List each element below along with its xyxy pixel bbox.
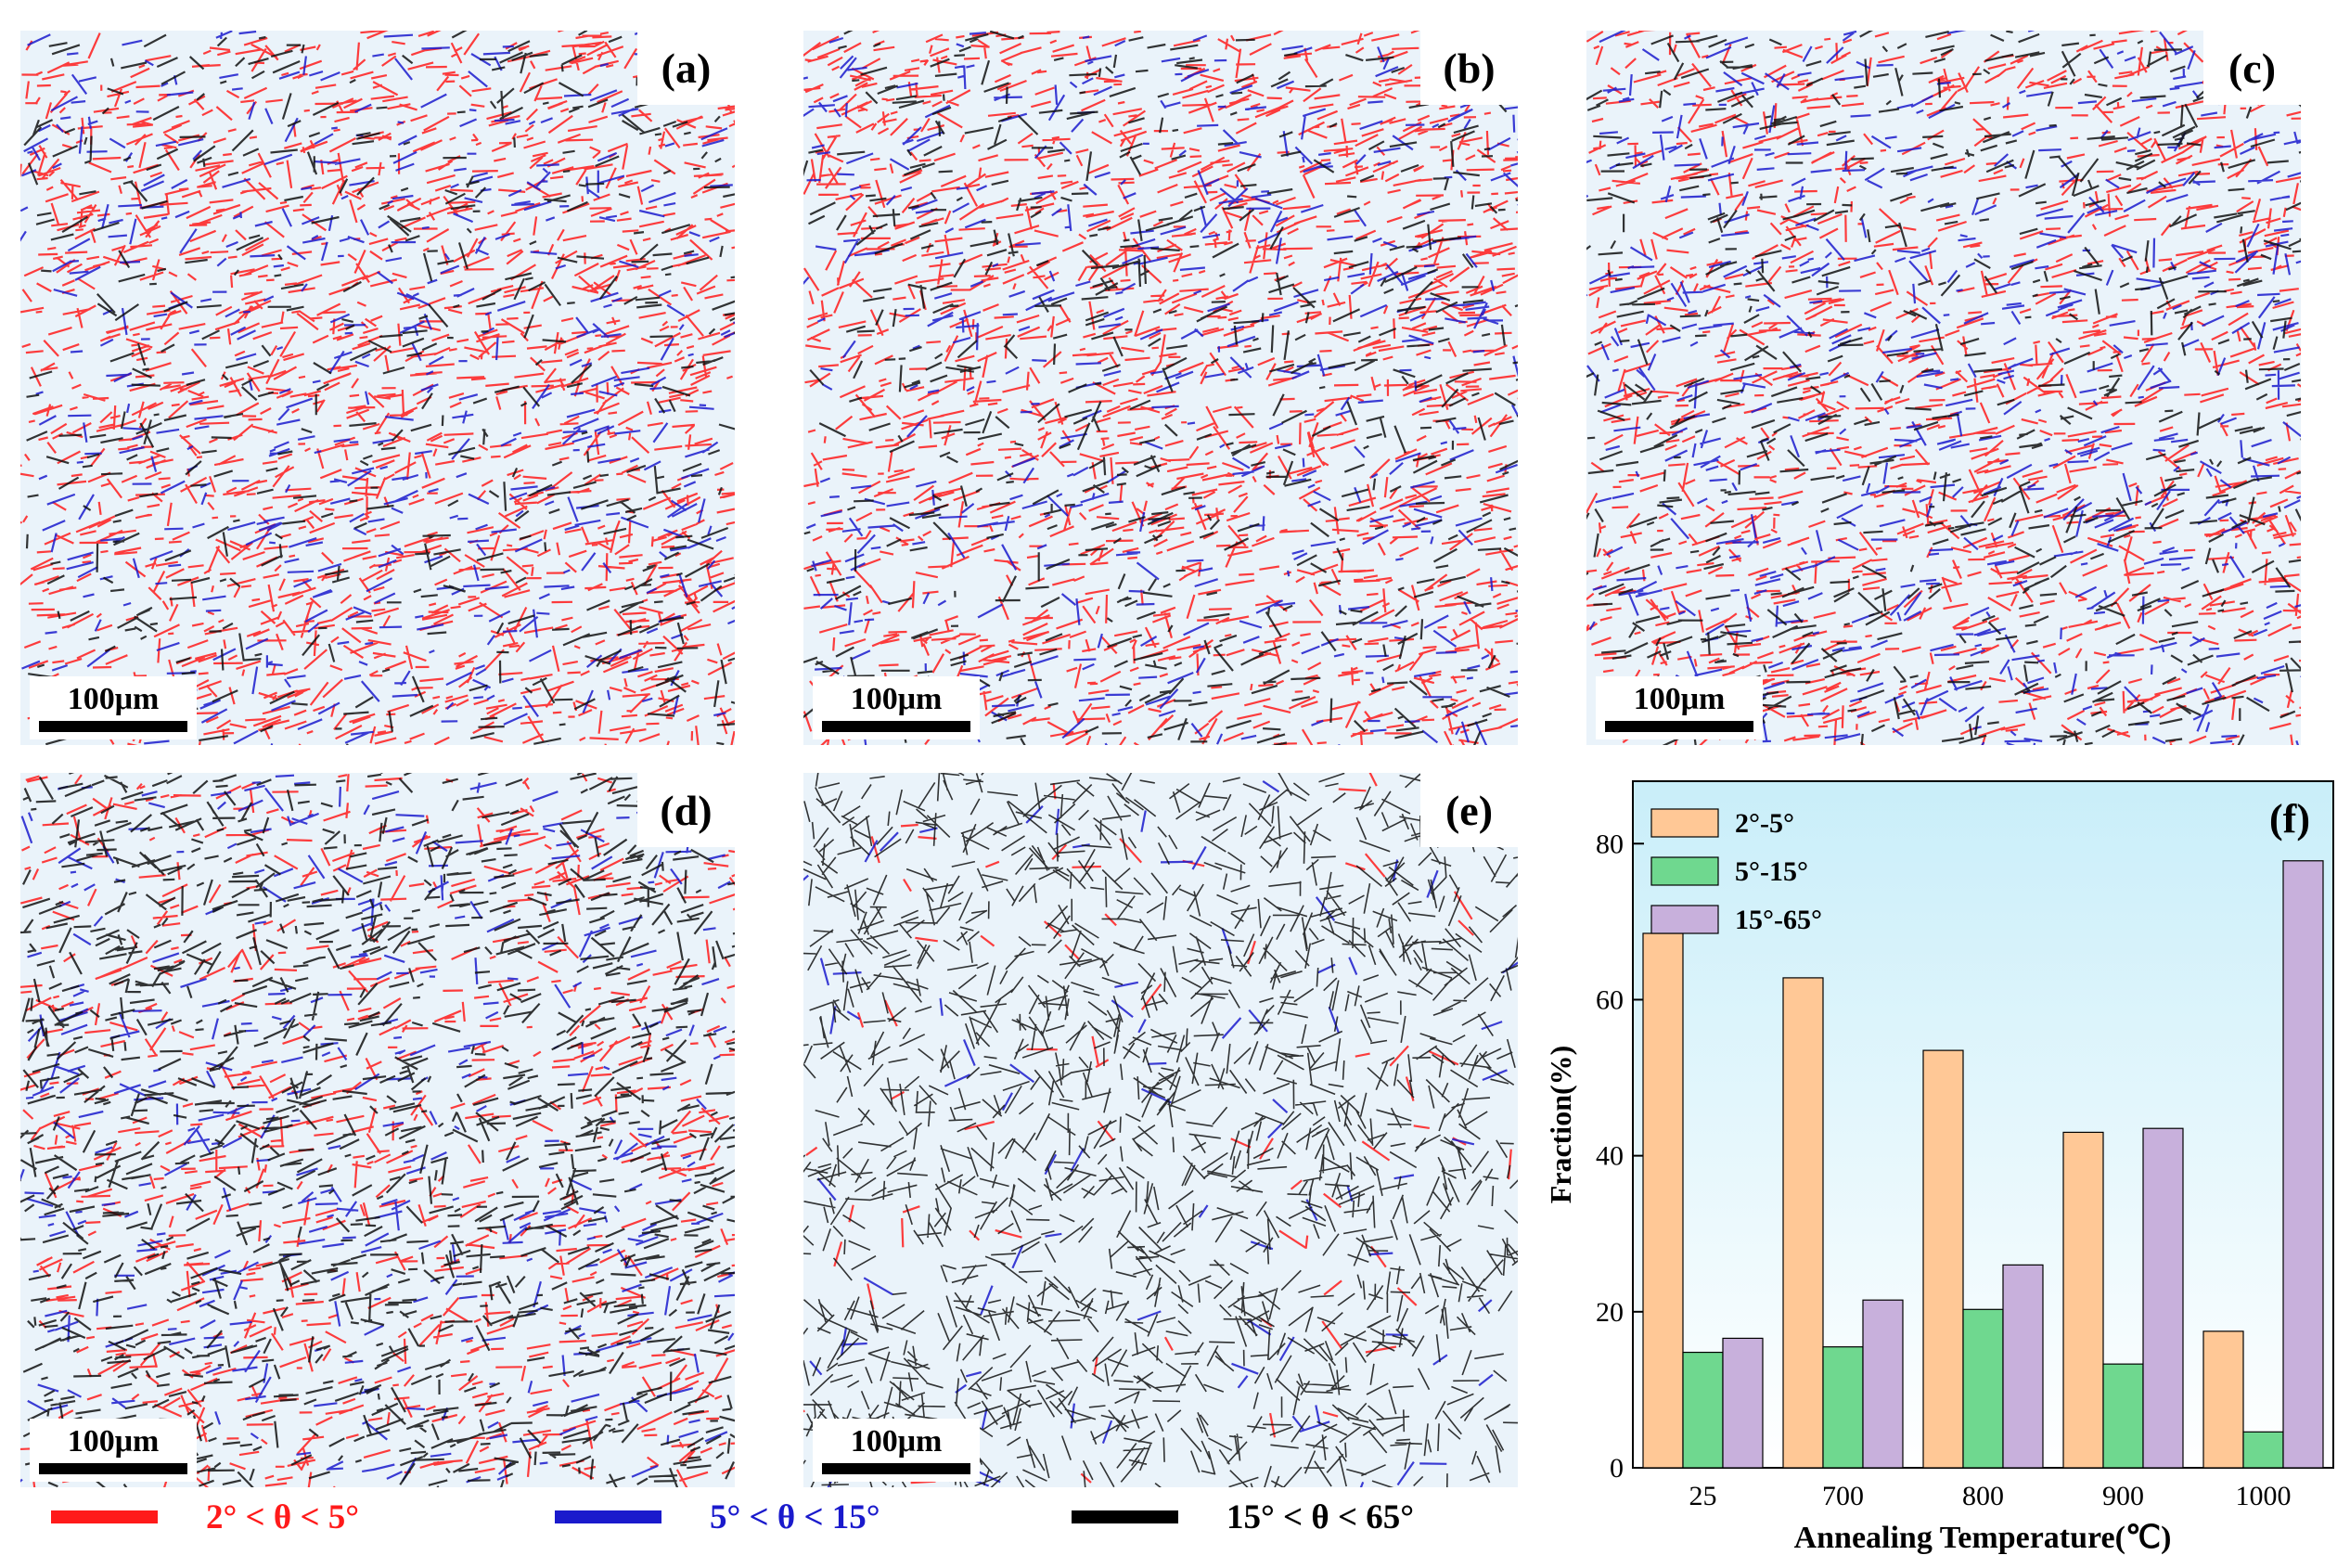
bar-high-angle bbox=[1722, 1337, 1764, 1469]
bar-high-angle bbox=[1862, 1299, 1904, 1469]
legend-label-f: 15°-65° bbox=[1735, 905, 1822, 935]
y-axis-title: Fraction(%) bbox=[1544, 1046, 1577, 1204]
bar-high-angle bbox=[2002, 1264, 2044, 1469]
panel-label-f: (f) bbox=[2269, 796, 2310, 842]
legend-item-medium-angle: 5° < θ < 15° bbox=[555, 1494, 880, 1540]
x-tick-label: 700 bbox=[1822, 1481, 1864, 1511]
boundary-texture-b bbox=[803, 31, 1518, 745]
scale-bar-line-c bbox=[1605, 721, 1753, 732]
scale-bar-line-d bbox=[39, 1463, 187, 1474]
ebsd-map-a: (a) 100μm bbox=[20, 31, 735, 745]
legend-swatch-high-angle bbox=[1072, 1510, 1178, 1523]
legend-swatch-f bbox=[1650, 808, 1719, 838]
bar-low-angle bbox=[2062, 1131, 2104, 1469]
panel-label-c: (c) bbox=[2203, 31, 2301, 105]
black-boundary-strokes bbox=[803, 31, 1518, 745]
blue-boundary-strokes bbox=[1586, 31, 2301, 745]
y-tick-label: 40 bbox=[1596, 1141, 1624, 1172]
bar-chart-f: 0 20 40 60 80 25 700 800 900 1000 2°-5° 5°-15° 15°-… bbox=[1544, 780, 2334, 1555]
legend-swatch-low-angle bbox=[51, 1510, 158, 1523]
scale-bar-text-a: 100μm bbox=[67, 682, 160, 716]
boundary-texture-e bbox=[803, 773, 1518, 1487]
bar-medium-angle bbox=[1822, 1346, 1864, 1469]
legend-label-f: 2°-5° bbox=[1735, 808, 1794, 839]
boundary-texture-a bbox=[20, 31, 735, 745]
black-boundary-strokes bbox=[803, 773, 1518, 1487]
legend-swatch-f bbox=[1650, 905, 1719, 934]
bar-low-angle bbox=[2202, 1330, 2244, 1469]
ebsd-map-e: (e) 100μm bbox=[803, 773, 1518, 1487]
x-tick-label: 800 bbox=[1962, 1481, 2004, 1511]
x-tick-label: 1000 bbox=[2236, 1481, 2292, 1511]
scale-bar-text-e: 100μm bbox=[850, 1424, 943, 1459]
blue-boundary-strokes bbox=[20, 31, 735, 745]
bar-low-angle bbox=[1642, 932, 1684, 1469]
panel-label-a: (a) bbox=[637, 31, 735, 105]
bar-low-angle bbox=[1922, 1049, 1964, 1469]
y-tick-label: 20 bbox=[1596, 1297, 1624, 1328]
legend-item-high-angle: 15° < θ < 65° bbox=[1072, 1494, 1414, 1540]
bar-medium-angle bbox=[1962, 1308, 2004, 1469]
panel-label-b: (b) bbox=[1420, 31, 1518, 105]
blue-boundary-strokes bbox=[803, 779, 1518, 1487]
scale-bar-b: 100μm bbox=[813, 676, 980, 739]
y-tick-label: 80 bbox=[1596, 829, 1624, 859]
boundary-texture-c bbox=[1586, 31, 2301, 745]
scale-bar-line-b bbox=[822, 721, 970, 732]
red-boundary-strokes bbox=[20, 31, 735, 745]
bar-high-angle bbox=[2282, 860, 2324, 1469]
legend-text-medium-angle: 5° < θ < 15° bbox=[710, 1497, 880, 1536]
x-tick-label: 900 bbox=[2102, 1481, 2144, 1511]
bar-low-angle bbox=[1782, 977, 1824, 1469]
scale-bar-e: 100μm bbox=[813, 1419, 980, 1482]
y-tick-label: 60 bbox=[1596, 984, 1624, 1015]
black-boundary-strokes bbox=[20, 773, 735, 1487]
y-tick-label: 0 bbox=[1610, 1453, 1624, 1484]
x-axis-title: Annealing Temperature(℃) bbox=[1794, 1521, 2172, 1555]
legend-swatch-medium-angle bbox=[555, 1510, 661, 1523]
legend-label-f: 5°-15° bbox=[1735, 856, 1808, 887]
red-boundary-strokes bbox=[803, 773, 1518, 1484]
legend-item-low-angle: 2° < θ < 5° bbox=[51, 1494, 359, 1540]
scale-bar-line-a bbox=[39, 721, 187, 732]
scale-bar-text-b: 100μm bbox=[850, 682, 943, 716]
panel-label-d: (d) bbox=[637, 773, 735, 847]
black-boundary-strokes bbox=[23, 31, 735, 745]
scale-bar-c: 100μm bbox=[1596, 676, 1763, 739]
bar-medium-angle bbox=[2242, 1431, 2284, 1469]
bar-medium-angle bbox=[2102, 1363, 2144, 1469]
bar-medium-angle bbox=[1682, 1351, 1724, 1469]
black-boundary-strokes bbox=[1586, 31, 2301, 745]
scale-bar-a: 100μm bbox=[30, 676, 197, 739]
scale-bar-text-d: 100μm bbox=[67, 1424, 160, 1459]
scale-bar-text-c: 100μm bbox=[1633, 682, 1726, 716]
x-tick-label: 25 bbox=[1689, 1481, 1717, 1511]
boundary-texture-d bbox=[20, 773, 735, 1487]
ebsd-map-b: (b) 100μm bbox=[803, 31, 1518, 745]
legend-text-low-angle: 2° < θ < 5° bbox=[206, 1497, 360, 1536]
scale-bar-d: 100μm bbox=[30, 1419, 197, 1482]
bar-high-angle bbox=[2142, 1127, 2184, 1469]
legend-swatch-f bbox=[1650, 856, 1719, 886]
ebsd-map-c: (c) 100μm bbox=[1586, 31, 2301, 745]
blue-boundary-strokes bbox=[803, 31, 1518, 745]
ebsd-map-d: (d) 100μm bbox=[20, 773, 735, 1487]
red-boundary-strokes bbox=[20, 773, 735, 1487]
scale-bar-line-e bbox=[822, 1463, 970, 1474]
panel-label-e: (e) bbox=[1420, 773, 1518, 847]
legend-text-high-angle: 15° < θ < 65° bbox=[1226, 1497, 1415, 1536]
